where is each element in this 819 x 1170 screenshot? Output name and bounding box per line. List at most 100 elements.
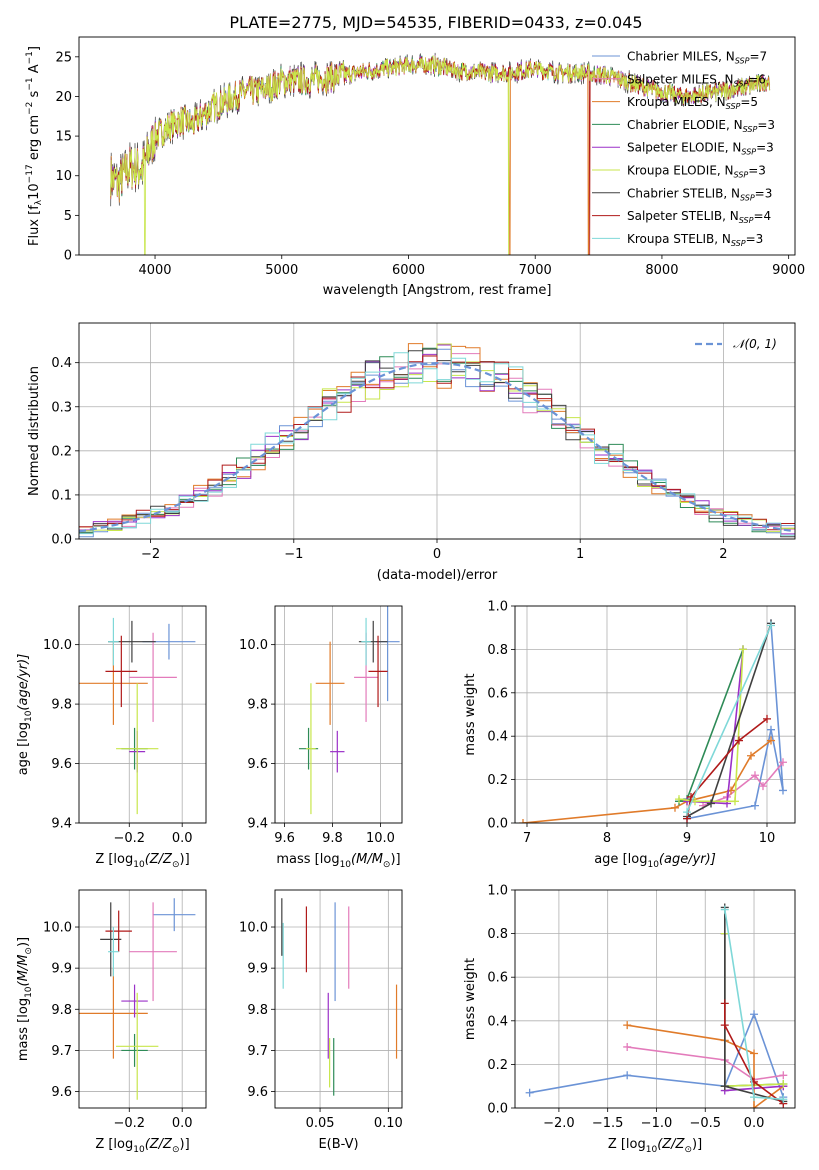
weight-point [779,1071,788,1080]
plot-area [79,898,196,1100]
weight-point [751,801,759,810]
weight-point [763,714,771,723]
panel-weight-vs-Z: −2.0 −1.5 −1.0 −0.5 0.0 0.0 0.2 0.4 0.6 0.8 1.0 Z [… [463,884,796,1155]
y-tick-label: 10.0 [239,638,268,653]
legend-entry: Chabrier STELIB, NSSP=3 [627,186,772,202]
axes-frame [78,889,207,1109]
panel-age-vs-Z: −0.2 0.0 9.4 9.6 9.8 10.0 Z [log10(Z/Z⊙)] age [… [16,605,207,870]
y-tick-label: 9.8 [247,698,268,713]
x-tick-label: 10.0 [366,831,395,846]
y-tick-label: 9.9 [51,962,72,977]
weight-point [767,736,775,745]
y-tick-label: 10.0 [43,638,72,653]
x-tick-label: 1 [576,547,584,562]
y-tick-label: 25 [55,50,72,65]
x-tick-label: 0.05 [306,1116,335,1131]
y-tick-label: 0.4 [487,730,508,745]
weight-line [723,1003,784,1105]
weight-point [720,999,729,1008]
panel-mass-vs-Z: −0.2 0.0 9.6 9.7 9.8 9.9 10.0 Z [log10(Z/Z⊙)] ma… [16,889,207,1155]
axes-frame [514,889,796,1109]
panel-weight-vs-age: 7 8 9 10 0.0 0.2 0.4 0.6 0.8 1.0 age [log10(age/yr… [463,600,796,870]
legend-entry: Kroupa STELIB, NSSP=3 [627,232,763,248]
weight-point [519,819,527,823]
x-axis-label: mass [log10(M/M⊙)] [276,852,400,870]
x-tick-label: 4000 [138,263,171,278]
y-axis-label: Flux [fλ10−17 erg cm−2 s−1 A−1] [25,46,44,246]
normal-curve [79,361,795,533]
weight-point [720,1021,729,1030]
x-axis-label: Z [log10(Z/Z⊙)] [608,1137,702,1155]
weight-point [525,1088,534,1097]
weight-point [779,1095,788,1104]
legend-entry: Chabrier ELODIE, NSSP=3 [627,118,775,134]
axes-frame [78,605,207,824]
y-tick-label: 1.0 [487,600,508,615]
panel-residuals: −2 −1 0 1 2 0.0 0.1 0.2 0.3 0.4 (data-model)/error… [27,322,796,583]
y-tick-label: 0.4 [51,356,72,371]
y-tick-label: 9.4 [51,817,72,832]
y-tick-label: 0.8 [487,927,508,942]
axes-frame [78,36,796,256]
weight-point [623,1042,632,1051]
y-tick-label: 9.9 [247,962,268,977]
plot-area [281,898,398,1096]
weight-point [779,1080,788,1089]
x-tick-label: 5000 [265,263,298,278]
weight-point [767,621,775,630]
y-tick-label: 9.8 [51,698,72,713]
weight-point [683,808,691,817]
y-tick-label: 0.0 [487,1102,508,1117]
weight-point [623,1071,632,1080]
y-tick-label: 9.7 [247,1044,268,1059]
x-axis-label: wavelength [Angstrom, rest frame] [323,283,552,298]
axes-frame [514,605,796,824]
x-tick-label: 9 [683,831,691,846]
y-tick-label: 0.0 [51,533,72,548]
spectrum-line [110,56,771,255]
x-tick-label: 0.10 [374,1116,403,1131]
y-tick-label: 9.6 [51,757,72,772]
x-tick-label: −1.0 [641,1116,673,1131]
weight-line [522,739,772,823]
weight-point [750,1104,759,1108]
y-tick-label: 1.0 [487,884,508,899]
x-tick-label: −0.5 [689,1116,721,1131]
x-tick-label: −0.2 [113,831,145,846]
plot-area [525,903,788,1108]
x-axis-label: (data-model)/error [377,568,498,583]
weight-point [720,1082,729,1091]
weight-point [707,799,715,808]
legend-entry: Chabrier MILES, NSSP=7 [627,50,767,66]
x-tick-label: −1.5 [592,1116,624,1131]
panel-mass-vs-ebv: 0.05 0.10 9.6 9.7 9.8 9.9 10.0 E(B-V) [239,889,403,1152]
weight-point [675,795,683,804]
plot-area [79,617,196,815]
x-tick-label: −1 [284,547,303,562]
y-tick-label: 9.6 [247,1085,268,1100]
legend-entry: Kroupa MILES, NSSP=5 [627,95,758,111]
y-tick-label: 0.6 [487,686,508,701]
x-tick-label: 9000 [772,263,805,278]
weight-point [751,771,759,780]
spectrum-line [110,57,771,255]
weight-point [779,758,787,767]
weight-point [720,905,729,914]
x-tick-label: 10 [759,831,776,846]
x-tick-label: 0.0 [744,1116,765,1131]
weight-line [686,625,772,813]
weight-line [627,1046,784,1081]
weight-line [678,649,744,803]
spectrum-line [110,55,771,255]
x-tick-label: 8 [603,831,611,846]
weight-point [759,782,767,791]
legend-entry: 𝒩(0, 1) [733,337,777,351]
x-tick-label: 8000 [645,263,678,278]
y-axis-label: age [log10(age/yr)] [16,654,34,776]
y-tick-label: 0.2 [487,1058,508,1073]
x-tick-label: 6000 [392,263,425,278]
weight-point [750,1049,759,1058]
plot-area [298,606,400,815]
plot-area [110,52,771,255]
